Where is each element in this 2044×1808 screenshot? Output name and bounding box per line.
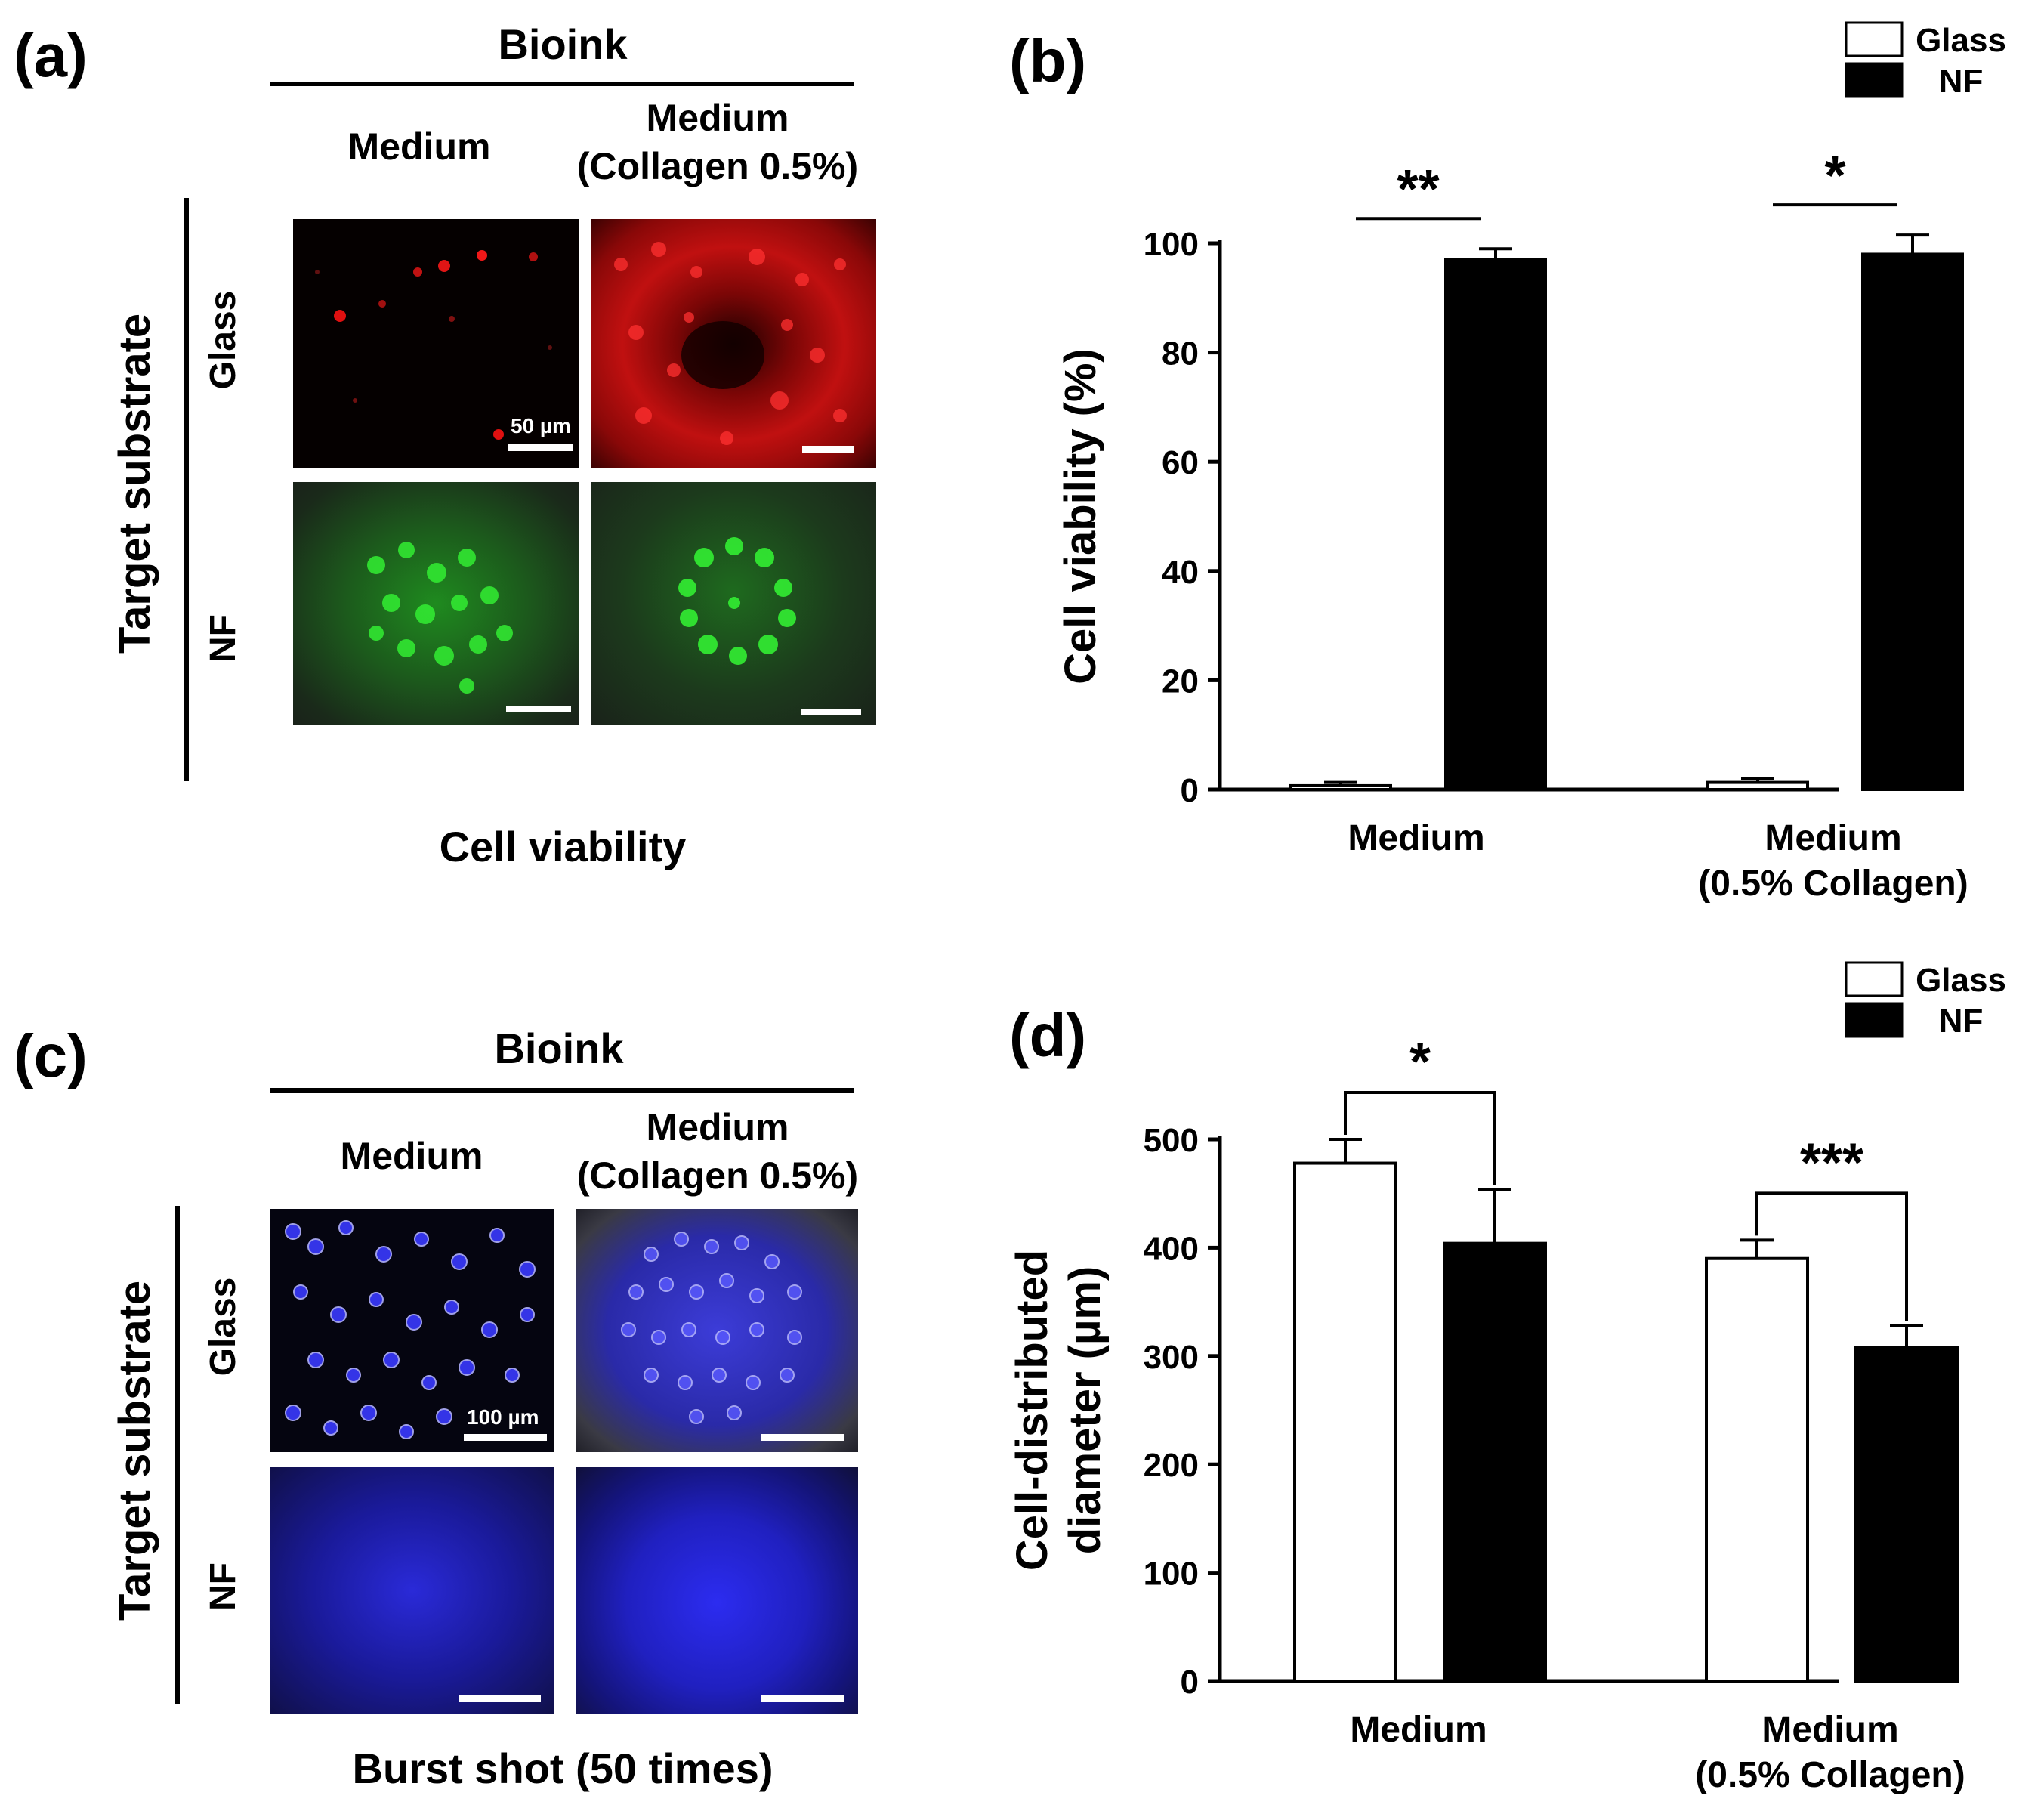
x-tick-label: Medium [1348,818,1484,858]
micrograph-burst-glass-collagen [576,1209,858,1452]
y-tick-label: 60 [1162,444,1199,481]
y-tick-label: 400 [1144,1230,1199,1267]
micrograph-burst-glass-medium: 100 µm [270,1209,554,1452]
legend-label-glass: Glass [1916,962,2006,999]
bar-glass [1293,1161,1397,1683]
micrograph-glass-medium: 50 µm [293,219,579,468]
panel-a-col1-label: Medium [347,125,491,168]
panel-c-label: (c) [14,1022,88,1089]
panel-a-col2-label: Medium (Collagen 0.5%) [576,97,859,187]
bar-glass [1705,1256,1809,1683]
scale-bar [802,446,854,453]
y-tick-label: 40 [1162,554,1199,591]
legend-swatch-glass [1845,961,1904,997]
y-tick-label: 80 [1162,335,1199,372]
y-tick-label: 300 [1144,1339,1199,1376]
bar-nf [1861,252,1964,791]
panel-c-side-rule [175,1206,180,1704]
y-tick-label: 20 [1162,663,1199,700]
panel-label: (b) [1009,27,1086,94]
scale-bar [506,706,571,712]
y-axis-label: Cell-distributeddiameter (µm) [1008,1250,1110,1571]
y-tick-label: 100 [1144,226,1199,263]
y-tick-label: 200 [1144,1447,1199,1484]
bar-nf [1443,1241,1547,1683]
legend-label-nf: NF [1939,63,1984,100]
x-tick-label: Medium (0.5% Collagen) [1698,818,1968,904]
legend-swatch-glass [1845,21,1904,57]
significance-mark: ** [1397,159,1439,220]
panel-a-label: (a) [14,22,88,89]
significance-mark: *** [1800,1133,1863,1193]
panel-a-row2-label: NF [203,614,243,663]
panel-c-row1-label: Glass [203,1277,243,1377]
y-tick-label: 0 [1181,1664,1199,1701]
scale-bar [761,1695,844,1702]
panel-c-header-rule [270,1088,854,1093]
x-tick-label: Medium [1350,1710,1487,1750]
micrograph-nf-collagen [591,482,876,725]
scale-bar-text: 50 µm [511,414,571,437]
legend-label-glass: Glass [1916,22,2006,59]
significance-mark: * [1409,1032,1431,1093]
scale-bar [459,1695,541,1702]
scale-bar [464,1434,547,1441]
panel-a-header: Bioink [498,20,628,68]
bar-nf [1854,1346,1959,1683]
legend-swatch-nf [1845,62,1904,98]
y-tick-label: 100 [1144,1556,1199,1593]
bar-nf [1444,258,1547,791]
y-tick-label: 0 [1181,772,1199,809]
micrograph-glass-collagen [591,219,876,468]
panel-c-header: Bioink [494,1025,624,1072]
chart-d: (d) 0 100 200 300 400 500 Cell-distributeddiame… [1008,961,2006,1795]
bar-glass [1706,780,1809,791]
panel-c-caption: Burst shot (50 times) [352,1745,773,1792]
panel-a-caption: Cell viability [439,823,687,870]
panel-a-header-rule [270,82,854,86]
micrograph-burst-nf-medium [270,1467,554,1714]
panel-c-col2-label: Medium (Collagen 0.5%) [576,1106,859,1197]
bar-glass [1289,783,1392,791]
panel-a-side-label: Target substrate [110,313,159,654]
y-tick-label: 500 [1144,1122,1199,1159]
panel-a-row1-label: Glass [203,290,243,390]
chart-b: (b) 0 20 40 60 80 100 Cell viability (%) Medium M… [1009,21,2006,904]
significance-bracket [1344,1091,1496,1185]
panel-c-row2-label: NF [203,1562,243,1611]
significance-mark: * [1824,146,1845,206]
x-tick-label: Medium (0.5% Collagen) [1695,1710,1965,1795]
micrograph-burst-nf-collagen [576,1467,858,1714]
legend-label-nf: NF [1939,1003,1984,1040]
y-axis-label: Cell viability (%) [1056,348,1105,685]
scale-bar [801,709,861,715]
legend-swatch-nf [1845,1002,1904,1038]
micrograph-nf-medium [293,482,579,725]
panel-a-side-rule [184,198,189,781]
panel-c-side-label: Target substrate [110,1280,159,1621]
scale-bar [508,444,573,451]
panel-c-col1-label: Medium [340,1135,483,1177]
significance-bracket [1755,1191,1908,1321]
scale-bar [761,1434,844,1441]
scale-bar-text: 100 µm [467,1405,539,1429]
panel-label: (d) [1009,1002,1086,1069]
